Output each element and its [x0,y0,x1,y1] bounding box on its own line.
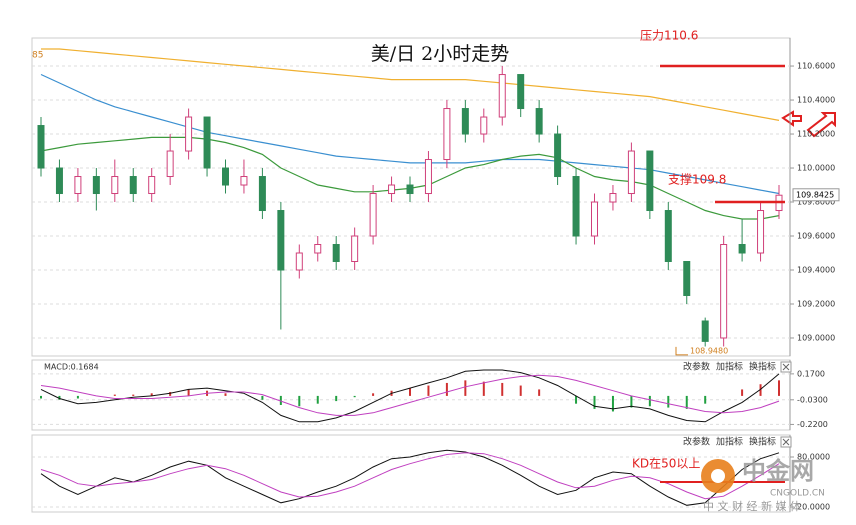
arrow-up [806,112,836,138]
y-tick-label: 109.6000 [797,232,835,241]
y-tick-label: 109.2000 [797,299,835,308]
candle-body [55,167,63,195]
brand: 中金网 [742,457,814,485]
candle-body [388,184,396,195]
candle-body [92,176,100,195]
y-tick-label: 0.1700 [797,369,825,378]
candle-body [185,116,193,152]
candle-body [591,201,598,237]
candle-body [148,176,156,195]
candle-body [517,74,525,110]
candle-body [664,210,672,263]
indicator-line [40,452,780,500]
indicator-line [40,374,780,416]
corner-label: 85 [32,51,43,61]
candle-body [609,193,617,203]
candle-body [720,244,728,339]
tagline: 中 文 财 经 新 媒 体 [703,499,801,513]
candle-body [37,125,45,169]
y-tick-label: -0.2200 [797,420,828,429]
candle-body [332,244,340,263]
candle-body [535,108,543,135]
level-label: 压力110.6 [640,29,698,43]
y-tick-label: 80.0000 [797,453,830,462]
indicator-button[interactable]: 加指标 [716,436,743,448]
indicator-button[interactable]: 换指标 [749,361,776,373]
candle-body [701,320,709,342]
y-tick-label: 20.0000 [797,503,830,512]
y-tick-label: -0.0300 [797,395,828,404]
y-tick-label: 110.4000 [797,96,835,105]
low-label: 108.9480 [690,346,728,355]
candle-body [203,116,211,169]
last-price-box [792,188,840,202]
arrow-left [781,110,802,127]
chart-title: 美/日 2小时走势 [371,43,510,65]
candle-body [498,74,506,118]
logo-inner [711,469,725,483]
candle-body [738,244,746,254]
indicator-line [41,48,780,121]
indicator-button[interactable]: 加指标 [716,361,743,373]
candle-body [683,261,691,296]
candle-body [406,184,414,195]
level-label: 支撑109.8 [668,172,726,187]
indicator-button[interactable]: 改参数 [683,436,710,448]
close-icon [782,363,790,371]
indicator-label: MACD:0.1684 [44,363,99,372]
candle-body [627,150,635,195]
y-tick-label: 110.6000 [797,62,835,71]
candle-body [443,108,451,161]
indicator-line [40,73,780,195]
candle-body [111,176,119,195]
candle-body [351,235,359,263]
indicator-line [40,369,780,423]
low-marker [675,346,688,356]
candle-body [461,108,469,135]
candle-body [295,252,303,271]
indicator-button[interactable]: 换指标 [749,436,776,448]
y-tick-label: 109.4000 [797,265,835,274]
candle-body [129,176,137,195]
candle-body [369,193,377,237]
candle-body [424,159,432,195]
candle-body [480,116,488,135]
candle-body [222,167,229,186]
indicator-line [40,449,780,506]
site: CNGOLD.CN [770,489,825,499]
candle-body [314,244,322,254]
y-tick-label: 109.8000 [797,198,835,207]
close-icon [782,438,790,446]
indicator-button[interactable]: 改参数 [683,361,710,373]
annotation-label: KD在50以上 [632,457,700,471]
candle-body [572,176,580,237]
candle-body [258,176,266,212]
candle-body [277,210,285,271]
candle-body [74,176,82,195]
candle-body [757,210,765,254]
y-tick-label: 110.0000 [797,164,835,173]
candle-body [554,133,562,178]
candle-body [646,150,654,212]
candle-body [166,150,174,178]
last-price-label: 109.8425 [796,190,834,199]
y-tick-label: 109.0000 [797,333,835,342]
candle-body [240,176,248,186]
y-tick-label: 110.2000 [797,130,835,139]
